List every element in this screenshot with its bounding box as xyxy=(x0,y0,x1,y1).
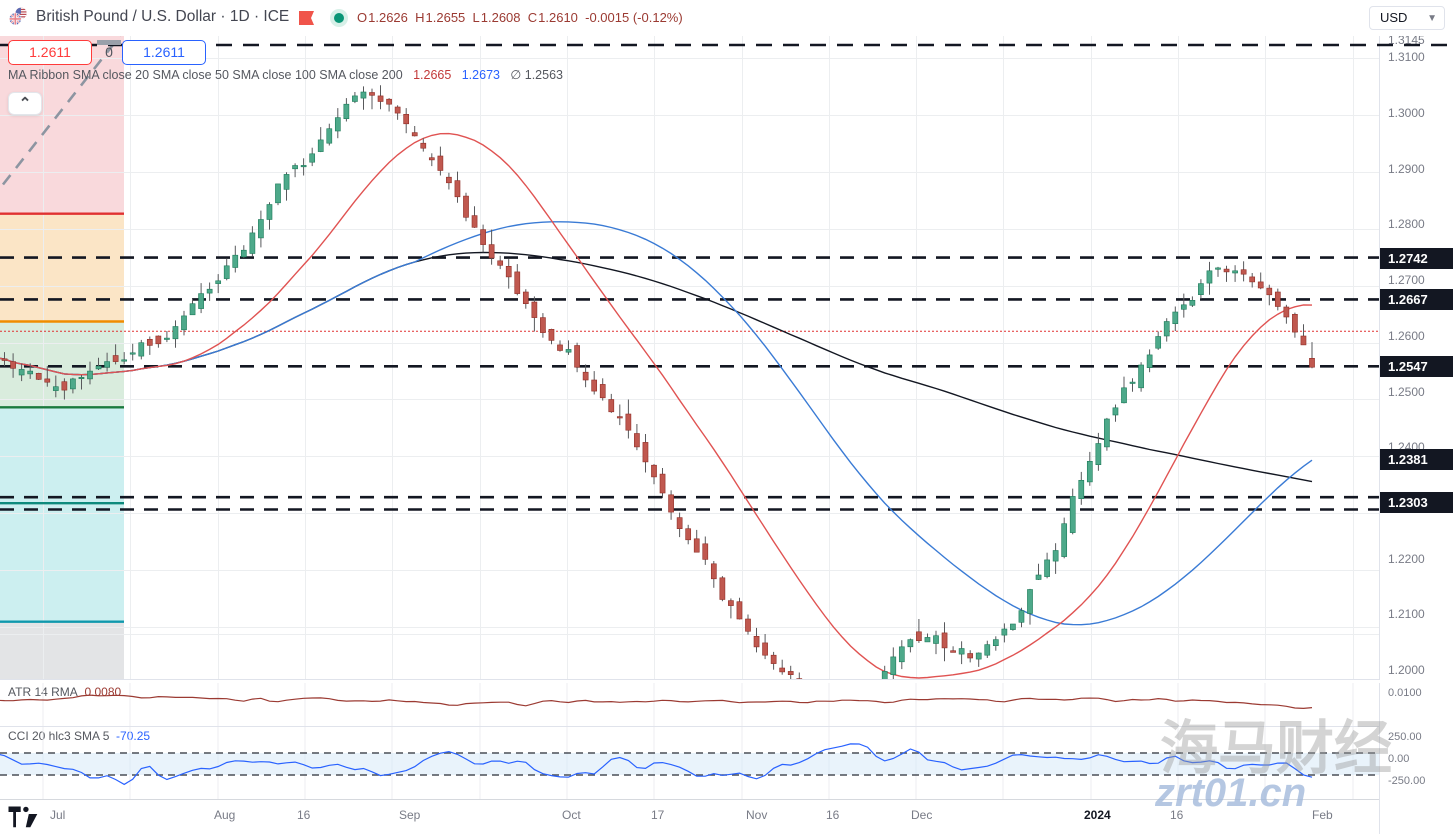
svg-text:海马财经: 海马财经 xyxy=(1160,716,1392,781)
